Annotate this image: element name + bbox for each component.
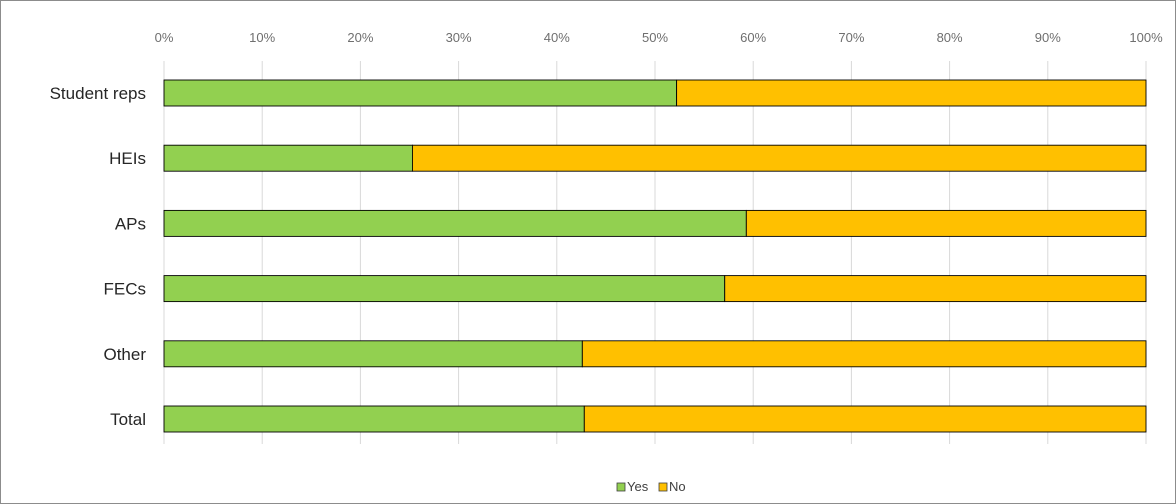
x-tick-label: 100%	[1129, 30, 1163, 45]
legend-label-yes: Yes	[627, 479, 649, 494]
bar-segment-yes	[163, 79, 678, 107]
bar-segment-yes	[163, 340, 583, 368]
category-label: Other	[103, 345, 146, 364]
category-labels: Student reps HEIs APs FECs Other Total	[50, 84, 147, 429]
category-label: APs	[115, 214, 146, 233]
bar-segment-no	[411, 144, 1147, 172]
x-tick-label: 50%	[642, 30, 668, 45]
x-tick-label: 30%	[446, 30, 472, 45]
x-tick-label: 40%	[544, 30, 570, 45]
legend: Yes No	[616, 479, 686, 494]
legend-label-no: No	[669, 479, 686, 494]
bar-segment-yes	[163, 209, 747, 237]
x-tick-label: 20%	[347, 30, 373, 45]
category-label: FECs	[104, 280, 147, 299]
category-label: Total	[110, 410, 146, 429]
bars	[163, 79, 1147, 433]
bar-segment-yes	[163, 275, 726, 303]
x-axis-tick-labels: 0% 10% 20% 30% 40% 50% 60% 70% 80% 90% 100%	[155, 30, 1163, 45]
x-tick-label: 0%	[155, 30, 174, 45]
category-label: HEIs	[109, 149, 146, 168]
bar-segment-yes	[163, 405, 585, 433]
category-label: Student reps	[50, 84, 146, 103]
x-tick-label: 60%	[740, 30, 766, 45]
x-tick-label: 90%	[1035, 30, 1061, 45]
bar-segment-no	[745, 209, 1147, 237]
legend-swatch-no	[658, 482, 668, 492]
legend-swatch-yes	[616, 482, 626, 492]
gridlines	[163, 61, 1147, 444]
bar-segment-yes	[163, 144, 413, 172]
x-tick-label: 80%	[937, 30, 963, 45]
bar-segment-no	[676, 79, 1147, 107]
x-tick-label: 10%	[249, 30, 275, 45]
bar-segment-no	[724, 275, 1147, 303]
bar-segment-no	[581, 340, 1147, 368]
bar-segment-no	[583, 405, 1147, 433]
x-tick-label: 70%	[838, 30, 864, 45]
